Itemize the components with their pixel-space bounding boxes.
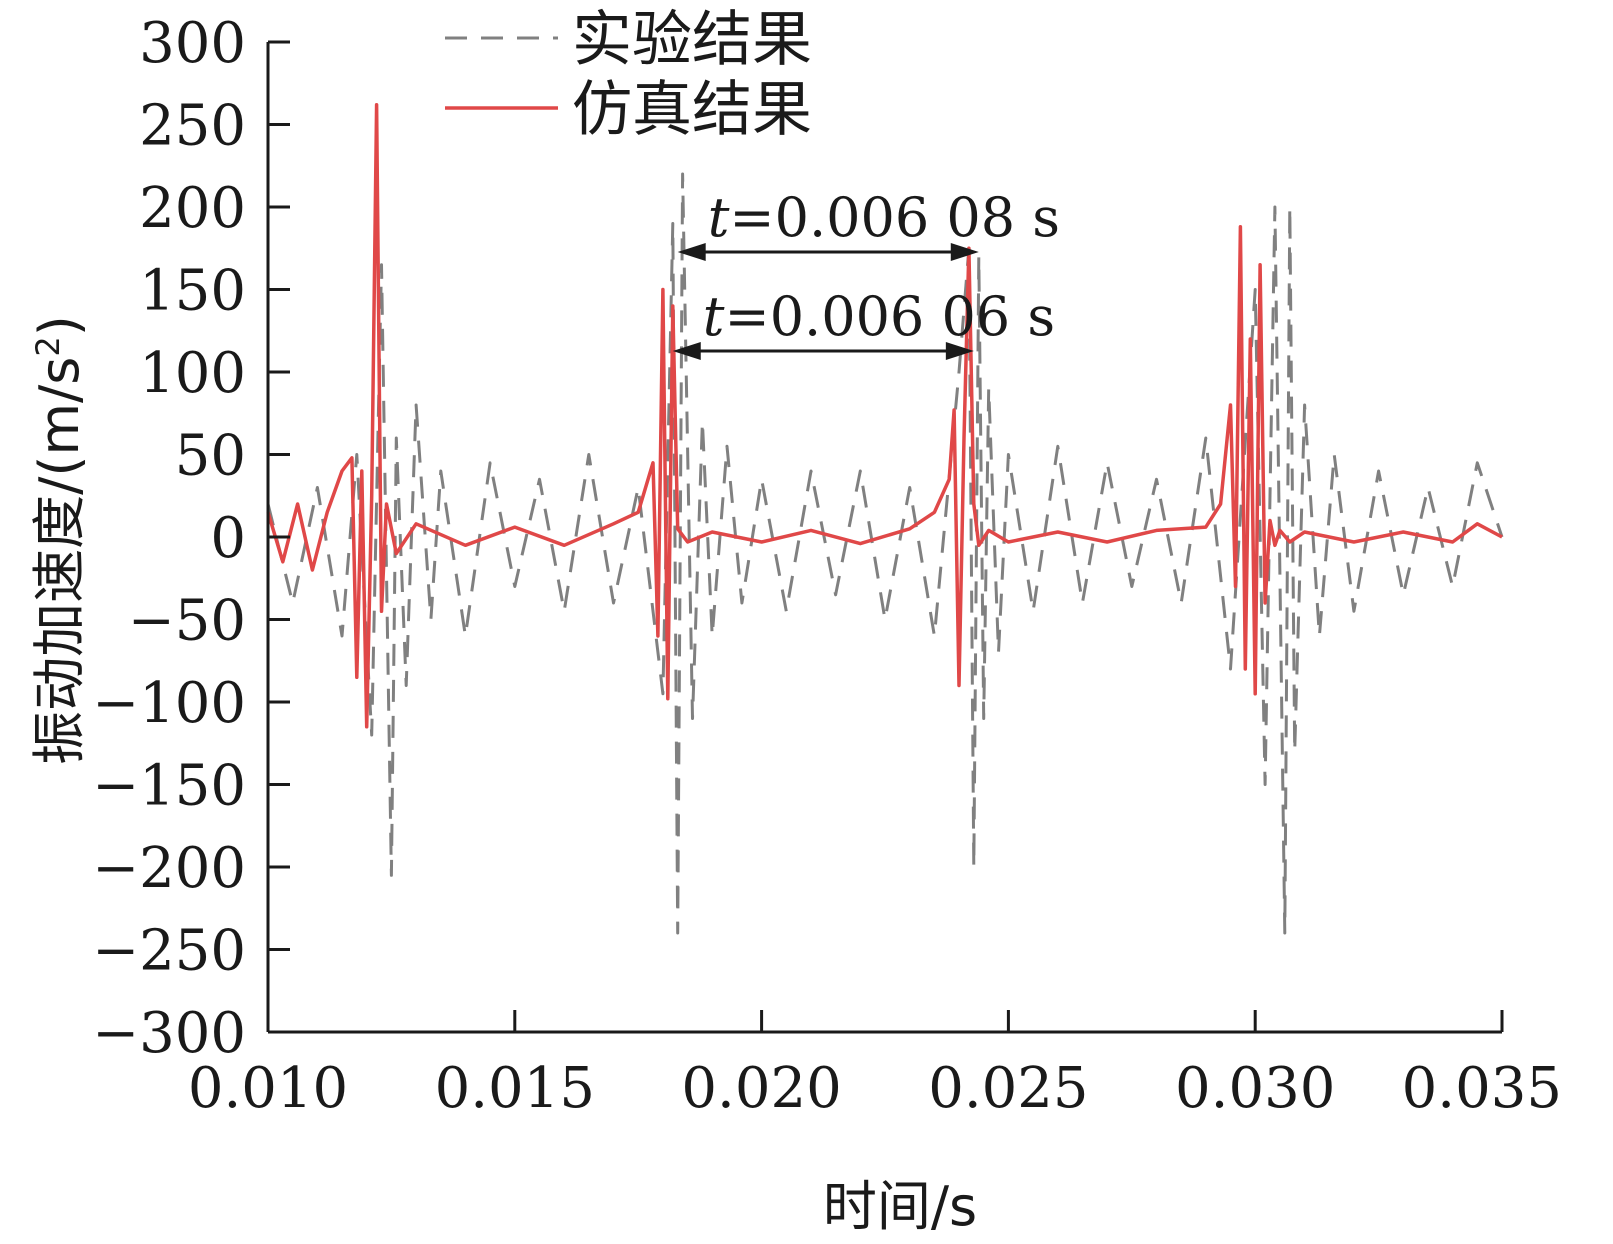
axes: 300 250 200 150 100 50 0 −50 −100 −150 −200 −250 −30…	[92, 11, 1562, 1121]
x-tick-label: 0.020	[681, 1056, 841, 1121]
y-tick-label: 50	[175, 424, 246, 489]
legend-label-0: 实验结果	[572, 5, 812, 75]
y-tick-label: 0	[210, 506, 246, 571]
x-tick-label: 0.010	[188, 1056, 348, 1121]
y-axis-title-end: )	[28, 315, 91, 336]
y-tick-label: 200	[139, 176, 246, 241]
y-axis-title-superscript: 2	[29, 336, 67, 356]
annotation-label-1: t=0.006 06 s	[703, 285, 1055, 348]
legend-label-1: 仿真结果	[572, 75, 812, 145]
y-axis-title-main: 振动加速度/(m/s	[28, 357, 91, 765]
annotation-value: =0.006 06 s	[724, 285, 1055, 348]
x-axis-title: 时间/s	[823, 1175, 977, 1238]
annotation-value: =0.006 08 s	[729, 186, 1060, 249]
y-tick-label: 250	[139, 94, 246, 159]
annotation-label-0: t=0.006 08 s	[708, 186, 1060, 249]
x-tick-label: 0.035	[1402, 1056, 1562, 1121]
annotation-arrowhead-right-1	[945, 342, 974, 360]
y-tick-label: −150	[92, 754, 246, 819]
series-line-0	[266, 172, 1504, 935]
annotation-arrowhead-left-0	[677, 243, 706, 261]
y-tick-label: −50	[128, 589, 246, 654]
annotation-variable: t	[703, 285, 725, 348]
annotation-variable: t	[708, 186, 730, 249]
y-tick-label: −300	[92, 1001, 246, 1066]
annotation-arrowhead-left-1	[672, 342, 701, 360]
annotations: t=0.006 08 st=0.006 06 s	[672, 186, 1060, 360]
annotation-arrowhead-right-0	[950, 243, 979, 261]
plot-series	[266, 102, 1504, 935]
y-tick-label: −100	[92, 671, 246, 736]
x-tick-label: 0.025	[928, 1056, 1088, 1121]
y-axis-title: 振动加速度/(m/s2)	[28, 315, 91, 765]
x-tick-label: 0.030	[1175, 1056, 1335, 1121]
x-tick-label: 0.015	[435, 1056, 595, 1121]
y-tick-label: −250	[92, 919, 246, 984]
y-tick-label: 150	[139, 259, 246, 324]
y-tick-label: −200	[92, 836, 246, 901]
y-tick-label: 100	[139, 341, 246, 406]
series-line-1	[266, 102, 1503, 729]
y-tick-label: 300	[139, 11, 246, 76]
